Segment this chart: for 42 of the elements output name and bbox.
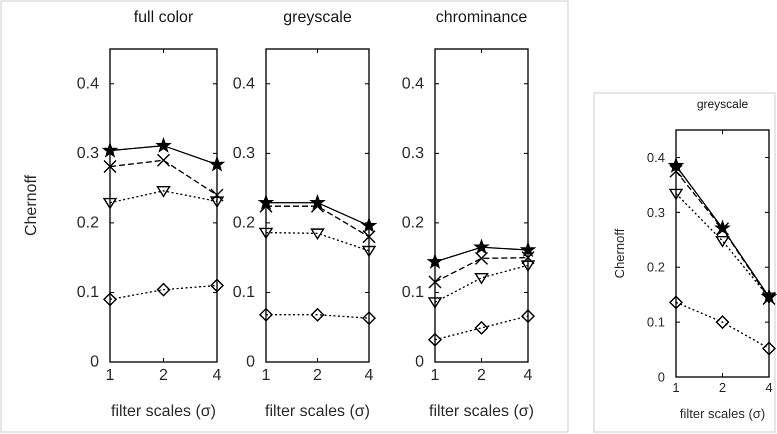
chart-title: chrominance [436,9,528,26]
y-tick-label: 0.1 [402,284,424,301]
chart-title: greyscale [696,97,749,111]
x-tick-label: 1 [430,367,440,384]
y-tick-label: 0.4 [646,150,665,165]
x-tick-label: 4 [364,367,374,384]
y-tick-label: 0.3 [646,204,665,220]
x-axis-title: filter scales (σ) [429,403,534,420]
x-tick-label: 1 [262,367,271,384]
x-tick-label: 2 [313,367,322,384]
x-axis-title: filter scales (σ) [265,403,370,420]
y-tick-label: 0 [415,354,424,370]
x-tick-label: 1 [106,367,115,384]
x-tick-label: 4 [212,367,222,384]
y-tick-label: 0.4 [232,75,256,92]
y-tick-label: 0.2 [76,214,100,232]
x-tick-label: 2 [159,367,168,384]
y-axis-title: Chernoff [612,228,627,278]
y-tick-label: 0 [246,354,256,370]
x-tick-label: 4 [524,367,533,384]
y-tick-label: 0.1 [232,284,256,301]
y-tick-label: 0.3 [76,144,100,162]
y-axis-title: Chernoff [23,174,40,236]
x-tick-label: 4 [765,380,773,395]
y-tick-label: 0.4 [76,75,100,92]
y-tick-label: 0.3 [402,144,424,162]
chart-title: greyscale [283,9,352,26]
y-tick-label: 0.1 [76,284,100,301]
y-tick-label: 0.4 [402,75,424,92]
x-axis-title: filter scales (σ) [111,403,216,420]
chart-title: full color [134,9,194,26]
y-tick-label: 0.2 [402,214,424,232]
x-axis-title: filter scales (σ) [680,406,766,421]
y-tick-label: 0.2 [646,260,665,275]
x-tick-label: 2 [718,380,726,395]
y-tick-label: 0.3 [232,144,256,162]
y-tick-label: 0 [658,370,665,384]
x-tick-label: 2 [477,367,486,384]
x-tick-label: 1 [672,380,680,395]
y-tick-label: 0 [90,354,100,370]
y-tick-label: 0.1 [646,314,665,330]
y-tick-label: 0.2 [232,214,256,232]
